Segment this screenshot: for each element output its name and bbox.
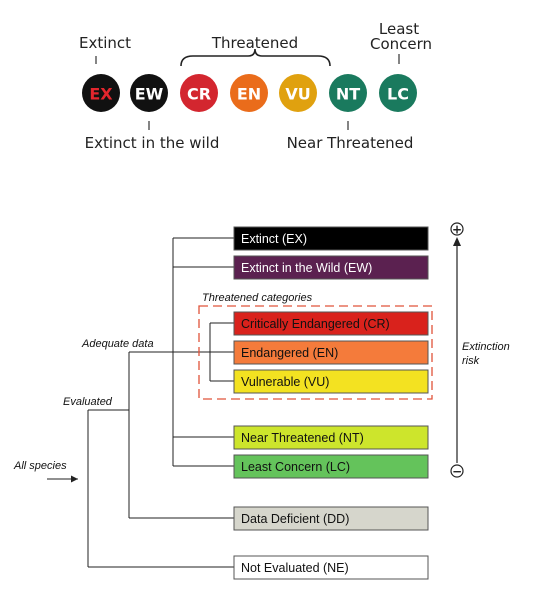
box-vulnerable: Vulnerable (VU) [233,369,429,394]
evaluated-label: Evaluated [63,396,113,408]
top-legend: Extinct Threatened Least Concern EX EW CR E… [79,20,432,152]
classification-tree: Threatened categories Extinct (EX)Extinc… [13,222,510,580]
box-least-concern-label: Least Concern (LC) [241,460,350,474]
label-least-line2: Concern [370,35,432,53]
box-vulnerable-label: Vulnerable (VU) [241,375,329,389]
status-circle-ew: EW [130,74,168,112]
box-critically-endangered-label: Critically Endangered (CR) [241,317,390,331]
tree-lines [47,237,234,568]
box-extinct-label: Extinct (EX) [241,232,307,246]
label-extinct: Extinct [79,34,131,52]
plus-circle-icon [450,222,464,236]
circle-vu-shape [279,74,317,112]
box-least-concern: Least Concern (LC) [233,454,429,479]
box-least-concern-fill [233,454,429,479]
circle-ex-code: EX [89,85,113,104]
status-circle-nt: NT [329,74,367,112]
box-critically-endangered-fill [233,311,429,336]
box-data-deficient: Data Deficient (DD) [233,506,429,531]
threatened-categories-label: Threatened categories [202,292,313,304]
status-circle-vu: VU [279,74,317,112]
minus-symbol: − [452,465,462,479]
risk-label: risk [462,355,480,367]
plus-symbol: + [452,223,462,237]
status-circle-en: EN [230,74,268,112]
box-endangered-fill [233,340,429,365]
box-endangered: Endangered (EN) [233,340,429,365]
circle-vu-code: VU [285,85,310,104]
box-near-threatened-label: Near Threatened (NT) [241,431,364,445]
circle-ew-code: EW [135,85,164,104]
label-extinct-in-the-wild: Extinct in the wild [85,134,220,152]
circle-ew-shape [130,74,168,112]
box-extinct: Extinct (EX) [233,226,429,251]
box-data-deficient-fill [233,506,429,531]
label-least-line1: Least [379,20,419,38]
box-near-threatened: Near Threatened (NT) [233,425,429,450]
box-near-threatened-fill [233,425,429,450]
status-circle-ex: EX [82,74,120,112]
adequate-data-label: Adequate data [81,338,154,350]
circle-nt-code: NT [336,85,360,104]
threatened-frame [198,305,433,400]
label-threatened: Threatened [211,34,298,52]
circle-en-code: EN [237,85,261,104]
extinction-label: Extinction [462,341,510,353]
box-extinct-in-the-wild-fill [233,255,429,280]
threatened-brace [180,48,331,67]
minus-circle-icon [450,464,464,478]
circle-nt-shape [329,74,367,112]
box-endangered-label: Endangered (EN) [241,346,338,360]
circle-ex-shape [82,74,120,112]
circle-lc-code: LC [387,85,409,104]
box-extinct-fill [233,226,429,251]
circle-cr-shape [180,74,218,112]
box-critically-endangered: Critically Endangered (CR) [233,311,429,336]
box-not-evaluated-label: Not Evaluated (NE) [241,561,349,575]
risk-axis-arrowhead [453,237,461,246]
extinction-risk-axis: + − Extinction risk [450,222,510,479]
box-vulnerable-fill [233,369,429,394]
circle-lc-shape [379,74,417,112]
category-boxes: Extinct (EX) Extinct in the Wild (EW) Crit… [233,226,429,580]
box-not-evaluated: Not Evaluated (NE) [233,555,429,580]
all-species-label: All species [13,460,67,472]
all-species-arrowhead [71,475,78,483]
box-data-deficient-label: Data Deficient (DD) [241,512,349,526]
status-circle-lc: LC [379,74,417,112]
box-extinct-in-the-wild-label: Extinct in the Wild (EW) [241,261,372,275]
box-not-evaluated-fill [233,555,429,580]
box-extinct-in-the-wild: Extinct in the Wild (EW) [233,255,429,280]
status-circle-cr: CR [180,74,218,112]
status-circles: EX EW CR EN VU NT LC [82,74,417,112]
circle-cr-code: CR [187,85,211,104]
label-near-threatened: Near Threatened [287,134,414,152]
circle-en-shape [230,74,268,112]
